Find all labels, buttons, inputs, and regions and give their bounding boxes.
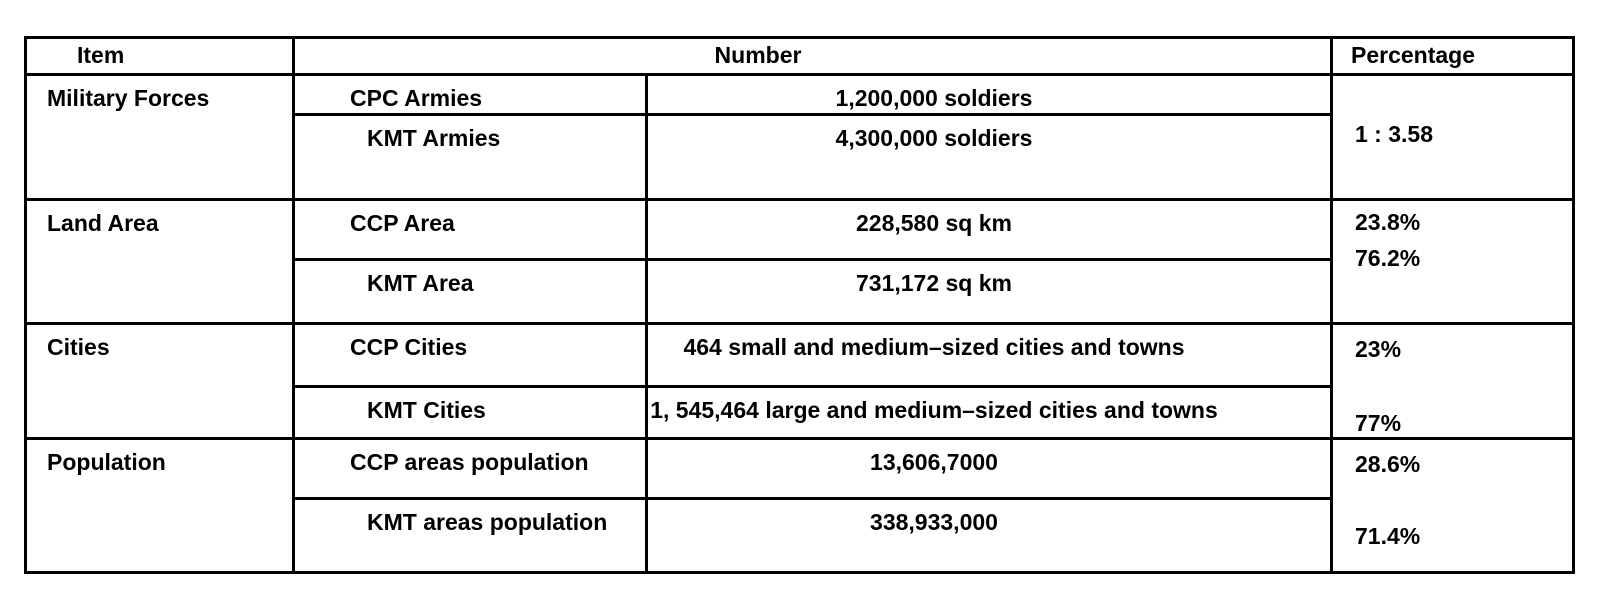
sub-item-label-cell: CPC Armies xyxy=(292,73,648,116)
table-row: Military Forces CPC Armies 1,200,000 sol… xyxy=(24,73,1575,201)
percentage-line: 23% xyxy=(1355,336,1402,362)
percentage-line: 23.8% xyxy=(1355,209,1421,235)
table-row: KMT areas population 338,933,000 xyxy=(26,497,1574,575)
percentage-line: 76.2% xyxy=(1355,245,1421,271)
percentage-line: 1 : 3.58 xyxy=(1355,121,1433,147)
group-item-cell: Military Forces xyxy=(24,73,295,201)
table-row: KMT Armies 4,300,000 soldiers xyxy=(26,113,1574,201)
group-item-cell: Population xyxy=(24,437,295,575)
number-value-cell: 1,200,000 soldiers xyxy=(645,73,1333,116)
number-value-cell: 338,933,000 xyxy=(645,497,1333,575)
percentage-cell: 23% 77% xyxy=(1330,321,1575,441)
table-row: Population CCP areas population 13,606,7… xyxy=(24,437,1575,575)
comparison-table: Item Number Percentage Military Forces C… xyxy=(24,36,1575,575)
sub-item-label-cell: KMT Area xyxy=(292,258,648,325)
group-item-cell: Land Area xyxy=(24,198,295,325)
percentage-cell: 23.8% 76.2% xyxy=(1330,198,1575,325)
number-value-cell: 1, 545,464 large and medium–sized cities… xyxy=(645,384,1333,441)
percentage-line: 71.4% xyxy=(1355,522,1421,549)
sub-item-label-cell: CCP Cities xyxy=(292,322,648,388)
number-value-cell: 4,300,000 soldiers xyxy=(645,113,1333,201)
table-row: Cities CCP Cities 464 small and medium–s… xyxy=(24,321,1575,441)
header-row: Item Number Percentage xyxy=(24,36,1575,76)
percentage-cell: 1 : 3.58 xyxy=(1330,73,1575,201)
number-value-cell: 731,172 sq km xyxy=(645,258,1333,325)
number-value-cell: 464 small and medium–sized cities and to… xyxy=(645,322,1333,388)
number-value-cell: 228,580 sq km xyxy=(645,198,1333,261)
header-item: Item xyxy=(24,36,295,76)
number-value-cell: 13,606,7000 xyxy=(645,437,1333,501)
table-row: Land Area CCP Area 228,580 sq km 23.8% 7… xyxy=(24,198,1575,325)
sub-item-label-cell: KMT areas population xyxy=(292,497,648,575)
header-number: Number xyxy=(292,36,1333,76)
sub-item-label-cell: CCP Area xyxy=(292,198,648,261)
percentage-line: 28.6% xyxy=(1355,451,1421,478)
sub-item-label-cell: KMT Cities xyxy=(292,384,648,441)
percentage-line: 77% xyxy=(1355,409,1402,436)
sub-item-label-cell: CCP areas population xyxy=(292,437,648,501)
group-item-cell: Cities xyxy=(24,321,295,441)
sub-item-label-cell: KMT Armies xyxy=(292,113,648,201)
table-row: KMT Area 731,172 sq km xyxy=(26,258,1574,325)
percentage-cell: 28.6% 71.4% xyxy=(1330,437,1575,575)
header-percentage: Percentage xyxy=(1330,36,1575,76)
table-row: KMT Cities 1, 545,464 large and medium–s… xyxy=(26,384,1574,441)
